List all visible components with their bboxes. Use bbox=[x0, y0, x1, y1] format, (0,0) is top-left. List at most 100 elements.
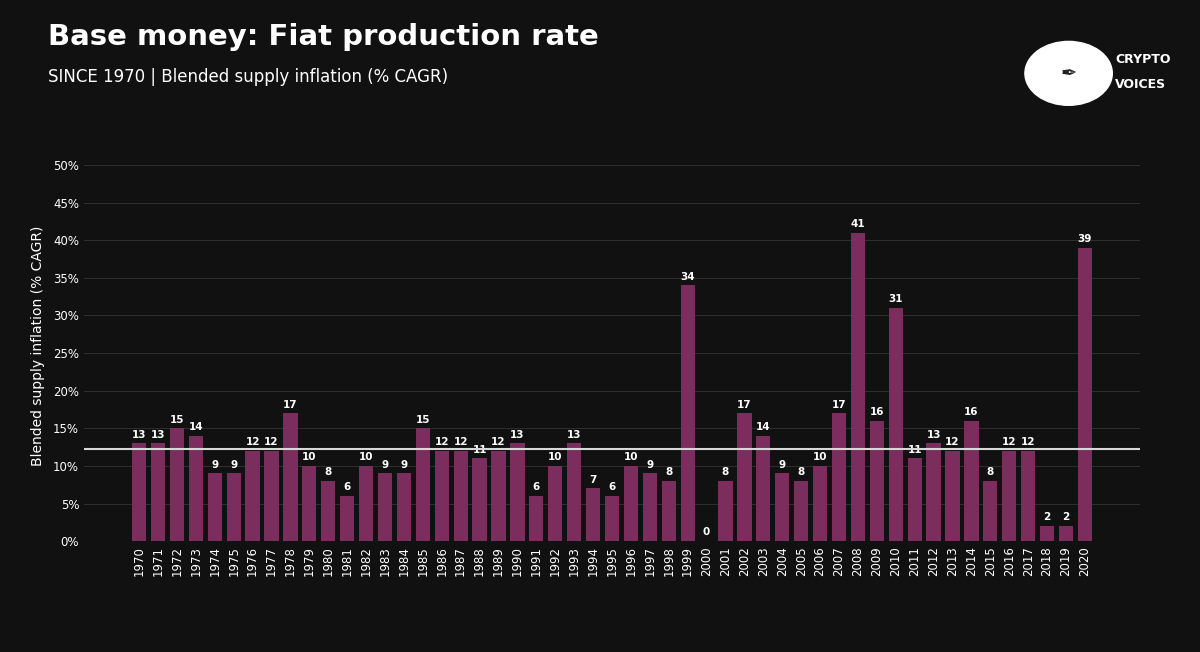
Bar bbox=[851, 233, 865, 541]
Text: 0: 0 bbox=[703, 527, 710, 537]
Text: 12: 12 bbox=[434, 437, 449, 447]
Text: 8: 8 bbox=[665, 467, 672, 477]
Text: 14: 14 bbox=[756, 422, 770, 432]
Bar bbox=[473, 458, 487, 541]
Text: 9: 9 bbox=[382, 460, 389, 469]
Bar bbox=[907, 458, 922, 541]
Text: 10: 10 bbox=[624, 452, 638, 462]
Text: 2: 2 bbox=[1044, 512, 1051, 522]
Text: 8: 8 bbox=[722, 467, 730, 477]
Bar bbox=[340, 496, 354, 541]
Text: 13: 13 bbox=[926, 430, 941, 439]
Bar bbox=[680, 286, 695, 541]
Text: 9: 9 bbox=[779, 460, 786, 469]
Text: 9: 9 bbox=[211, 460, 218, 469]
Text: 12: 12 bbox=[1021, 437, 1036, 447]
Bar bbox=[624, 466, 638, 541]
Text: 17: 17 bbox=[832, 400, 846, 409]
Bar bbox=[605, 496, 619, 541]
Bar bbox=[378, 473, 392, 541]
Text: 12: 12 bbox=[491, 437, 505, 447]
Bar bbox=[322, 481, 335, 541]
Bar bbox=[151, 443, 166, 541]
Text: 12: 12 bbox=[1002, 437, 1016, 447]
Bar bbox=[397, 473, 412, 541]
Text: 13: 13 bbox=[566, 430, 582, 439]
Bar bbox=[529, 496, 544, 541]
Text: 13: 13 bbox=[510, 430, 524, 439]
Text: 31: 31 bbox=[888, 294, 902, 304]
Text: 6: 6 bbox=[533, 482, 540, 492]
Text: 13: 13 bbox=[151, 430, 166, 439]
Bar bbox=[434, 451, 449, 541]
Text: 10: 10 bbox=[548, 452, 563, 462]
Text: VOICES: VOICES bbox=[1116, 78, 1166, 91]
Bar bbox=[132, 443, 146, 541]
Text: 9: 9 bbox=[401, 460, 408, 469]
Text: 8: 8 bbox=[986, 467, 994, 477]
Bar bbox=[1078, 248, 1092, 541]
Bar bbox=[302, 466, 317, 541]
Y-axis label: Blended supply inflation (% CAGR): Blended supply inflation (% CAGR) bbox=[31, 226, 44, 466]
Bar bbox=[227, 473, 241, 541]
Bar bbox=[1002, 451, 1016, 541]
Bar bbox=[1040, 526, 1054, 541]
Circle shape bbox=[1025, 41, 1112, 105]
Text: 12: 12 bbox=[454, 437, 468, 447]
Text: SINCE 1970 | Blended supply inflation (% CAGR): SINCE 1970 | Blended supply inflation (%… bbox=[48, 68, 448, 87]
Text: 39: 39 bbox=[1078, 234, 1092, 244]
Bar bbox=[775, 473, 790, 541]
Text: 12: 12 bbox=[245, 437, 260, 447]
Bar bbox=[586, 488, 600, 541]
Text: 8: 8 bbox=[325, 467, 332, 477]
Bar bbox=[794, 481, 809, 541]
Text: 10: 10 bbox=[302, 452, 317, 462]
Text: 14: 14 bbox=[188, 422, 203, 432]
Bar bbox=[454, 451, 468, 541]
Text: 15: 15 bbox=[415, 415, 430, 424]
Bar bbox=[889, 308, 902, 541]
Bar bbox=[812, 466, 827, 541]
Text: CRYPTO: CRYPTO bbox=[1116, 53, 1171, 66]
Bar bbox=[1021, 451, 1036, 541]
Text: 16: 16 bbox=[964, 407, 979, 417]
Bar bbox=[926, 443, 941, 541]
Text: ✒: ✒ bbox=[1061, 64, 1076, 83]
Bar bbox=[492, 451, 505, 541]
Text: 17: 17 bbox=[737, 400, 751, 409]
Bar bbox=[415, 428, 430, 541]
Text: 11: 11 bbox=[907, 445, 922, 454]
Text: 10: 10 bbox=[359, 452, 373, 462]
Bar bbox=[983, 481, 997, 541]
Bar bbox=[965, 421, 978, 541]
Bar bbox=[1058, 526, 1073, 541]
Text: 16: 16 bbox=[870, 407, 884, 417]
Text: 9: 9 bbox=[647, 460, 653, 469]
Bar bbox=[568, 443, 581, 541]
Text: 10: 10 bbox=[812, 452, 827, 462]
Text: 6: 6 bbox=[343, 482, 350, 492]
Bar bbox=[661, 481, 676, 541]
Bar bbox=[188, 436, 203, 541]
Bar bbox=[264, 451, 278, 541]
Bar bbox=[870, 421, 884, 541]
Bar bbox=[756, 436, 770, 541]
Bar bbox=[170, 428, 184, 541]
Bar bbox=[719, 481, 732, 541]
Text: 2: 2 bbox=[1062, 512, 1069, 522]
Text: 8: 8 bbox=[798, 467, 805, 477]
Text: 7: 7 bbox=[589, 475, 596, 484]
Bar bbox=[359, 466, 373, 541]
Bar bbox=[643, 473, 656, 541]
Bar bbox=[246, 451, 259, 541]
Text: 12: 12 bbox=[264, 437, 278, 447]
Text: 41: 41 bbox=[851, 219, 865, 229]
Bar bbox=[283, 413, 298, 541]
Bar bbox=[510, 443, 524, 541]
Text: 6: 6 bbox=[608, 482, 616, 492]
Text: 17: 17 bbox=[283, 400, 298, 409]
Text: 34: 34 bbox=[680, 272, 695, 282]
Text: 12: 12 bbox=[946, 437, 960, 447]
Text: 15: 15 bbox=[169, 415, 184, 424]
Bar bbox=[737, 413, 751, 541]
